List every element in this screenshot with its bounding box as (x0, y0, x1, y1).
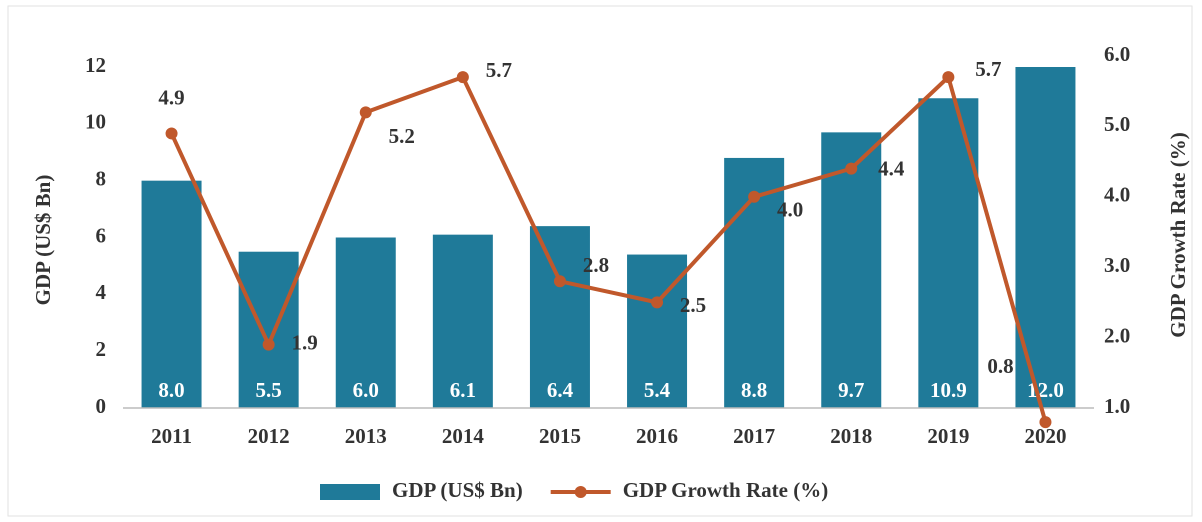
bar (529, 226, 590, 408)
x-tick-label: 2012 (248, 424, 290, 448)
bar-value-label: 6.4 (547, 378, 574, 402)
line-value-label: 2.5 (680, 293, 706, 317)
x-tick-label: 2014 (442, 424, 485, 448)
line-value-label: 5.7 (975, 57, 1001, 81)
line-value-label: 1.9 (292, 330, 318, 354)
bar-value-label: 6.1 (450, 378, 476, 402)
y-tick-label: 10 (85, 110, 106, 134)
legend-swatch-point (574, 486, 587, 498)
legend-label: GDP Growth Rate (%) (623, 478, 829, 502)
x-tick-label: 2016 (636, 424, 678, 448)
legend-swatch (320, 484, 380, 500)
x-tick-label: 2015 (539, 424, 581, 448)
y2-axis-title: GDP Growth Rate (%) (1166, 132, 1190, 338)
y2-tick-label: 6.0 (1104, 42, 1130, 66)
y2-tick-label: 4.0 (1104, 183, 1130, 207)
bar-value-label: 8.0 (158, 378, 184, 402)
bar-value-label: 5.4 (644, 378, 671, 402)
line-value-label: 4.0 (777, 198, 803, 222)
line-value-label: 5.2 (389, 124, 415, 148)
line-value-label: 0.8 (987, 354, 1013, 378)
line-point (651, 296, 664, 309)
line-value-label: 4.9 (158, 85, 184, 109)
line-point (1039, 416, 1052, 429)
bar (1015, 67, 1076, 408)
x-tick-label: 2019 (927, 424, 969, 448)
line-point (553, 275, 566, 288)
x-tick-label: 2011 (151, 424, 192, 448)
bar-value-label: 6.0 (353, 378, 379, 402)
bar (238, 251, 299, 408)
y-tick-label: 8 (96, 166, 107, 190)
line-value-label: 5.7 (486, 58, 512, 82)
y-tick-label: 0 (96, 394, 107, 418)
line-point (748, 190, 761, 203)
bar-value-label: 5.5 (256, 378, 282, 402)
bar (335, 237, 396, 408)
line-point (942, 71, 955, 84)
bar-value-label: 8.8 (741, 378, 767, 402)
line (169, 73, 1048, 423)
line-point (359, 106, 372, 119)
chart-frame (7, 5, 1193, 517)
y2-tick-label: 1.0 (1104, 394, 1130, 418)
y-tick-label: 12 (85, 53, 106, 77)
x-tick-label: 2018 (830, 424, 872, 448)
x-tick-label: 2013 (345, 424, 387, 448)
bar (141, 180, 202, 408)
line-point (845, 162, 858, 175)
line-value-label: 4.4 (878, 156, 905, 180)
x-tick-label: 2017 (733, 424, 775, 448)
y-tick-label: 4 (96, 280, 107, 304)
y-tick-label: 2 (96, 337, 107, 361)
bar (432, 234, 493, 408)
bar-value-label: 10.9 (930, 378, 967, 402)
y-tick-label: 6 (96, 223, 107, 247)
line-value-label: 2.8 (583, 253, 609, 277)
line-point (165, 127, 178, 140)
y2-tick-label: 2.0 (1104, 323, 1130, 347)
line-point (262, 338, 275, 351)
bar-value-label: 9.7 (838, 378, 864, 402)
y-axis-title: GDP (US$ Bn) (31, 175, 55, 306)
line-point (456, 71, 469, 84)
bar (821, 132, 882, 408)
legend-label: GDP (US$ Bn) (392, 478, 523, 502)
y2-tick-label: 5.0 (1104, 112, 1130, 136)
y2-tick-label: 3.0 (1104, 253, 1130, 277)
